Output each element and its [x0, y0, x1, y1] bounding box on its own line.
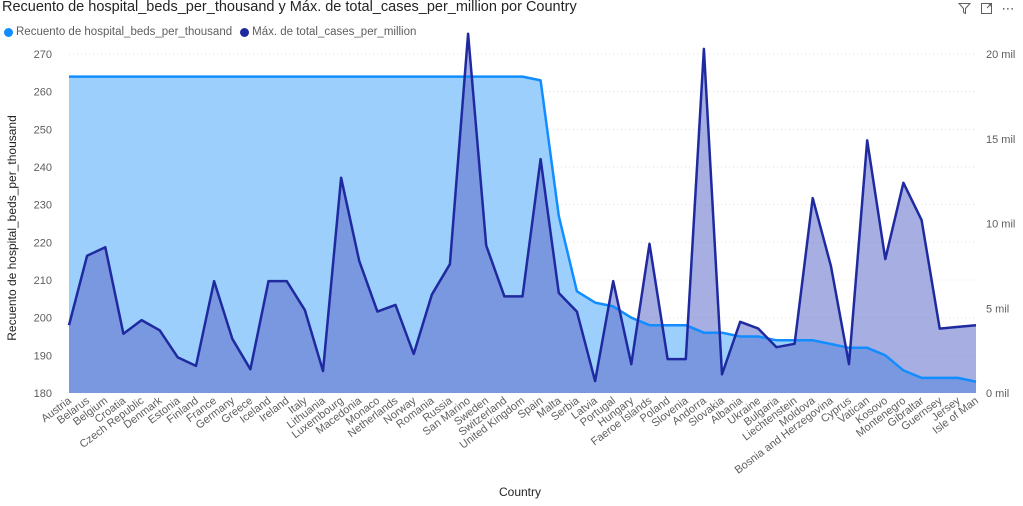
y-left-tick-label: 190: [34, 350, 52, 362]
visual-toolbar: ⋯: [957, 2, 1015, 16]
y-left-tick-label: 200: [34, 313, 52, 325]
y-axis-left: 180 190 200 210 220 230 240 250 260 270: [34, 49, 52, 400]
focus-mode-icon[interactable]: [979, 2, 993, 16]
y-left-tick-label: 270: [34, 49, 52, 61]
y-left-tick-label: 250: [34, 124, 52, 136]
y-right-tick-label: 0 mil: [986, 388, 1009, 400]
y-left-tick-label: 260: [34, 87, 52, 99]
plot-area: [67, 32, 977, 393]
legend-marker-series2: [240, 27, 250, 37]
chart-title: Recuento de hospital_beds_per_thousand y…: [2, 0, 577, 15]
y-left-tick-label: 240: [34, 162, 52, 174]
y-left-tick-label: 180: [34, 388, 52, 400]
y-right-tick-label: 20 mil: [986, 49, 1015, 61]
legend-label-series2: Máx. de total_cases_per_million: [252, 26, 417, 38]
series1-line[interactable]: [69, 75, 977, 383]
legend-label-series1: Recuento de hospital_beds_per_thousand: [16, 26, 233, 38]
y-left-tick-label: 230: [34, 200, 52, 212]
y-left-tick-label: 210: [34, 275, 52, 287]
legend: Recuento de hospital_beds_per_thousand M…: [4, 26, 420, 38]
series2-area: [69, 33, 976, 393]
legend-item-series2[interactable]: Máx. de total_cases_per_million: [240, 26, 416, 38]
filter-icon[interactable]: [957, 2, 971, 16]
more-options-icon[interactable]: ⋯: [1001, 1, 1015, 16]
y-axis-right: 0 mil 5 mil 10 mil 15 mil 20 mil: [986, 49, 1015, 400]
y-left-tick-label: 220: [34, 237, 52, 249]
legend-item-series1[interactable]: Recuento de hospital_beds_per_thousand: [4, 26, 232, 38]
y-axis-title: Recuento de hospital_beds_per_thousand: [5, 115, 19, 341]
y-right-tick-label: 10 mil: [986, 219, 1015, 231]
y-right-tick-label: 15 mil: [986, 134, 1015, 146]
legend-marker-series1: [4, 27, 13, 37]
series2-line[interactable]: [67, 32, 977, 383]
x-axis-title: Country: [499, 485, 541, 499]
y-right-tick-label: 5 mil: [986, 303, 1009, 315]
